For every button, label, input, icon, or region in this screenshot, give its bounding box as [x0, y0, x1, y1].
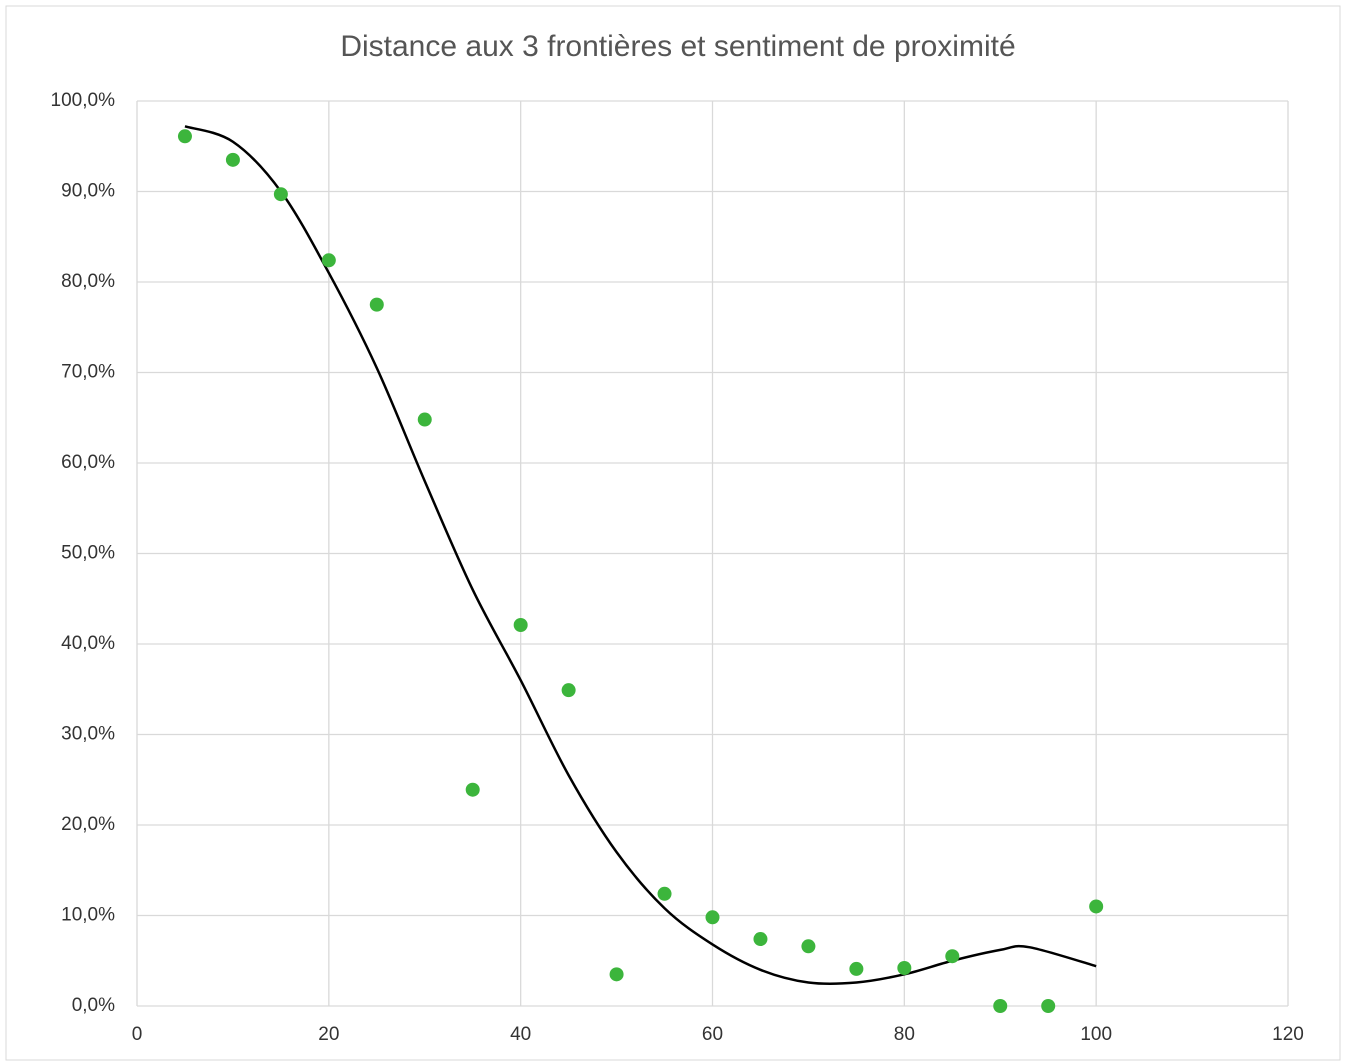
data-point	[321, 253, 336, 268]
y-tick-label: 20,0%	[61, 814, 115, 835]
data-point	[1041, 999, 1056, 1013]
data-point	[849, 961, 864, 976]
data-point	[801, 939, 816, 954]
x-tick-label: 40	[510, 1024, 531, 1045]
data-point	[705, 910, 720, 925]
data-point	[993, 999, 1008, 1013]
y-tick-label: 60,0%	[61, 452, 115, 473]
y-tick-label: 30,0%	[61, 724, 115, 745]
x-tick-label: 100	[1080, 1024, 1112, 1045]
data-point	[513, 617, 528, 632]
data-point	[225, 152, 240, 167]
x-tick-label: 0	[132, 1024, 143, 1045]
x-tick-label: 60	[702, 1024, 723, 1045]
y-tick-label: 70,0%	[61, 362, 115, 383]
x-tick-label: 120	[1272, 1024, 1304, 1045]
data-point	[897, 960, 912, 975]
data-point	[369, 297, 384, 312]
data-point	[1089, 899, 1104, 914]
data-point	[273, 187, 288, 202]
chart-title: Distance aux 3 frontières et sentiment d…	[340, 30, 1015, 63]
y-tick-label: 90,0%	[61, 181, 115, 202]
x-tick-label: 80	[894, 1024, 915, 1045]
trendline	[184, 125, 1097, 986]
data-point	[657, 886, 672, 901]
y-tick-label: 50,0%	[61, 543, 115, 564]
y-tick-label: 0,0%	[72, 995, 115, 1016]
x-tick-label: 20	[318, 1024, 339, 1045]
y-tick-label: 100,0%	[51, 90, 116, 111]
y-tick-label: 40,0%	[61, 633, 115, 654]
data-point	[465, 782, 480, 797]
data-point	[945, 949, 960, 964]
chart-border	[5, 5, 1341, 1061]
y-tick-label: 80,0%	[61, 271, 115, 292]
data-point	[561, 683, 576, 698]
data-point	[753, 932, 768, 947]
data-point	[609, 967, 624, 982]
y-tick-label: 10,0%	[61, 905, 115, 926]
data-point	[417, 412, 432, 427]
data-point	[177, 129, 192, 144]
